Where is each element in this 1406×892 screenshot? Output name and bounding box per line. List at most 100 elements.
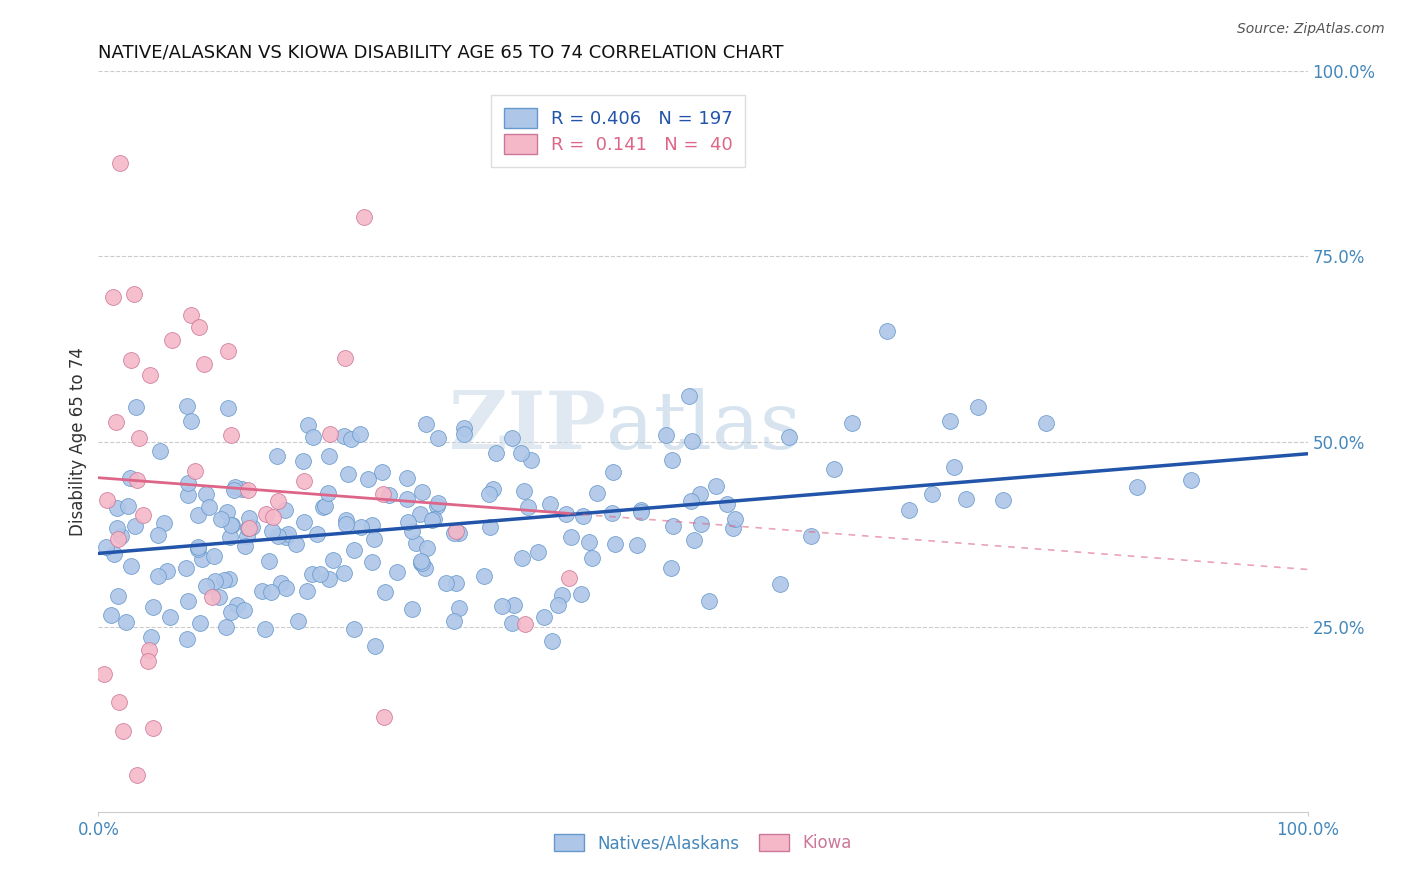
Point [679,494,702,508]
Point [516,500,538,514]
Point [485,446,508,460]
Point [526,545,548,559]
Point [436,576,458,591]
Point [1035,416,1057,430]
Point [600,506,623,520]
Point [420,513,443,527]
Point [602,465,624,479]
Point [415,417,437,431]
Point [318,450,340,464]
Point [174,561,197,575]
Point [349,426,371,441]
Point [141,631,163,645]
Point [560,530,582,544]
Point [101,290,124,304]
Point [336,467,359,482]
Point [335,512,357,526]
Point [262,524,284,539]
Point [292,474,315,488]
Point [262,510,284,524]
Point [124,519,146,533]
Point [502,598,524,612]
Point [939,414,962,428]
Text: atlas: atlas [606,388,801,466]
Point [724,511,747,525]
Point [108,695,131,709]
Point [285,537,308,551]
Point [197,500,219,514]
Point [307,527,329,541]
Point [378,488,401,502]
Point [107,589,129,603]
Point [180,309,202,323]
Point [569,587,592,601]
Point [224,483,246,497]
Point [411,484,433,499]
Point [153,516,176,531]
Point [301,567,323,582]
Point [159,610,181,624]
Point [128,431,150,445]
Point [108,156,131,170]
Point [149,444,172,458]
Point [513,616,536,631]
Point [444,524,467,538]
Point [177,593,200,607]
Point [224,480,246,494]
Point [373,710,395,724]
Point [297,418,319,433]
Point [586,486,609,500]
Point [512,484,534,499]
Point [697,594,720,608]
Point [678,389,700,403]
Point [533,609,555,624]
Point [581,550,603,565]
Point [721,521,744,535]
Point [215,620,238,634]
Point [991,493,1014,508]
Point [231,483,253,497]
Point [478,487,501,501]
Point [295,583,318,598]
Point [193,357,215,371]
Point [292,515,315,529]
Point [541,633,564,648]
Point [276,582,298,596]
Point [218,572,240,586]
Point [478,520,501,534]
Point [267,528,290,542]
Point [396,491,419,506]
Point [360,517,382,532]
Point [138,643,160,657]
Point [141,721,163,735]
Point [447,600,470,615]
Point [364,639,387,653]
Point [176,399,198,413]
Point [443,525,465,540]
Point [501,431,523,445]
Point [411,556,433,570]
Point [138,655,160,669]
Point [659,561,682,575]
Point [270,576,292,591]
Point [238,521,260,535]
Point [605,537,627,551]
Point [118,471,141,485]
Point [142,599,165,614]
Point [374,585,396,599]
Point [209,512,232,526]
Point [343,622,366,636]
Point [333,429,356,443]
Point [201,590,224,604]
Point [626,538,648,552]
Point [236,529,259,543]
Legend: Natives/Alaskans, Kiowa: Natives/Alaskans, Kiowa [547,828,859,859]
Point [314,500,336,514]
Point [212,573,235,587]
Point [363,532,385,546]
Point [769,577,792,591]
Point [841,417,863,431]
Point [187,320,209,334]
Point [311,500,333,514]
Point [447,526,470,541]
